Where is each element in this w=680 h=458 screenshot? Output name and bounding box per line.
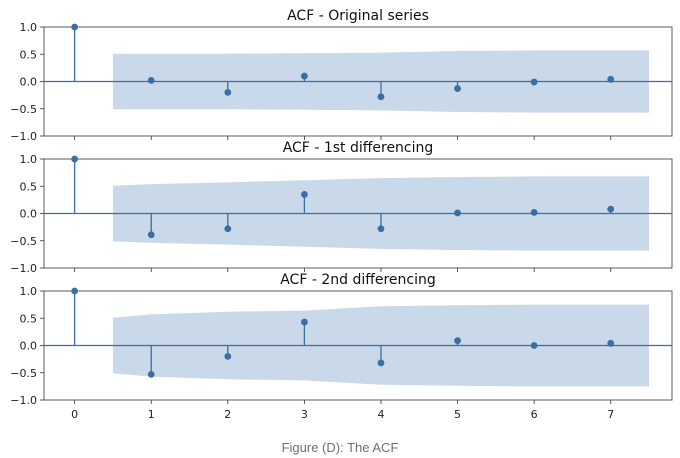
acf-point-lag-6: [530, 209, 538, 216]
y-tick-label: 1.0: [20, 21, 38, 34]
acf-point-lag-7: [607, 75, 615, 83]
y-tick-label: 1.0: [20, 285, 38, 298]
acf-point-lag-5: [454, 85, 461, 92]
panel-title: ACF - 2nd differencing: [280, 272, 436, 288]
y-tick-label: 1.0: [20, 153, 38, 166]
y-tick-label: −1.0: [10, 130, 37, 143]
acf-point-lag-3: [300, 191, 308, 198]
figure-caption: Figure (D): The ACF: [281, 440, 399, 455]
acf-point-lag-1: [147, 77, 155, 84]
x-tick-label: 1: [148, 408, 155, 421]
y-tick-label: 0.5: [20, 180, 38, 193]
y-tick-label: −1.0: [10, 262, 37, 275]
acf-panel-3: 1.0 0.5 0.0 −0.5 −1.0 0 1 2 3 4 5 6 7 ACF - 2nd diffe…: [10, 272, 673, 421]
x-tick-label: 5: [454, 408, 461, 421]
x-tick-label: 7: [607, 408, 614, 421]
acf-point-lag-3: [300, 72, 308, 80]
y-tick-label: −0.5: [10, 103, 37, 116]
acf-point-lag-2: [224, 225, 232, 233]
acf-point-lag-5: [454, 209, 461, 217]
y-tick-label: 0.5: [20, 48, 38, 61]
acf-point-lag-7: [607, 205, 615, 213]
panel-title: ACF - 1st differencing: [283, 140, 434, 156]
acf-point-lag-3: [300, 318, 308, 326]
acf-point-lag-1: [147, 231, 155, 239]
acf-point-lag-6: [530, 78, 538, 86]
acf-point-lag-4: [377, 93, 385, 101]
acf-point-lag-0: [71, 287, 79, 295]
y-tick-label: 0.5: [20, 312, 38, 325]
y-tick-label: −0.5: [10, 367, 37, 380]
y-tick-label: 0.0: [20, 76, 38, 89]
acf-panel-2: 1.0 0.5 0.0 −0.5 −1.0 ACF - 1st differencing: [10, 140, 673, 275]
acf-panel-1: 1.0 0.5 0.0 −0.5 −1.0 ACF - Original series: [10, 8, 673, 143]
x-tick-label: 2: [224, 408, 231, 421]
x-tick-label: 6: [531, 408, 538, 421]
x-tick-label: 4: [377, 408, 384, 421]
y-tick-label: −1.0: [10, 394, 37, 407]
y-tick-label: 0.0: [20, 340, 38, 353]
y-tick-label: −0.5: [10, 235, 37, 248]
acf-point-lag-1: [147, 370, 155, 378]
acf-point-lag-4: [377, 225, 385, 233]
y-tick-label: 0.0: [20, 208, 38, 221]
acf-point-lag-0: [71, 155, 79, 163]
acf-point-lag-0: [71, 23, 79, 31]
acf-point-lag-2: [224, 353, 232, 360]
acf-point-lag-7: [607, 339, 615, 347]
x-tick-label: 3: [301, 408, 308, 421]
acf-point-lag-5: [454, 337, 461, 344]
acf-point-lag-2: [224, 89, 232, 96]
acf-point-lag-4: [377, 359, 385, 367]
panel-title: ACF - Original series: [287, 8, 429, 24]
x-tick-label: 0: [71, 408, 78, 421]
acf-point-lag-6: [530, 342, 538, 349]
